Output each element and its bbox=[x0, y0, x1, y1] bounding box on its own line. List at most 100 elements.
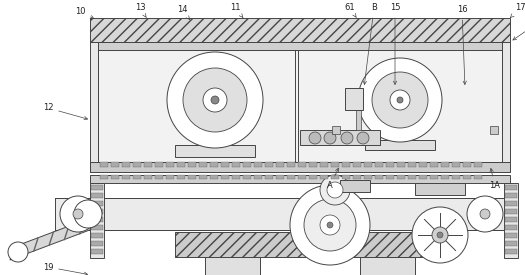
Bar bbox=[177, 162, 185, 167]
Circle shape bbox=[397, 97, 403, 103]
Bar bbox=[331, 175, 339, 179]
Bar bbox=[210, 175, 218, 179]
Bar bbox=[298, 175, 306, 179]
Bar bbox=[188, 175, 196, 179]
Bar bbox=[232, 175, 240, 179]
Bar bbox=[90, 42, 98, 172]
Bar bbox=[375, 175, 383, 179]
Text: 19: 19 bbox=[43, 263, 88, 275]
Circle shape bbox=[60, 196, 96, 232]
Bar bbox=[243, 162, 251, 167]
Circle shape bbox=[290, 185, 370, 265]
Bar bbox=[199, 175, 207, 179]
Bar bbox=[91, 225, 103, 230]
Text: E: E bbox=[0, 274, 1, 275]
Bar bbox=[505, 185, 517, 190]
Bar bbox=[243, 175, 251, 179]
Bar bbox=[166, 162, 174, 167]
Circle shape bbox=[432, 227, 448, 243]
Bar bbox=[91, 201, 103, 206]
Bar bbox=[342, 162, 350, 167]
Circle shape bbox=[358, 58, 442, 142]
Bar bbox=[175, 145, 255, 157]
Circle shape bbox=[74, 200, 102, 228]
Text: 16: 16 bbox=[457, 6, 467, 84]
Bar bbox=[221, 175, 229, 179]
Text: 13: 13 bbox=[135, 4, 146, 18]
Circle shape bbox=[341, 132, 353, 144]
Bar bbox=[91, 249, 103, 254]
Bar bbox=[430, 162, 438, 167]
Bar bbox=[111, 175, 119, 179]
Circle shape bbox=[390, 90, 410, 110]
Bar bbox=[345, 88, 363, 110]
Bar bbox=[505, 241, 517, 246]
Circle shape bbox=[8, 242, 28, 262]
Bar bbox=[55, 198, 505, 230]
Bar bbox=[505, 217, 517, 222]
Text: 1A: 1A bbox=[489, 169, 500, 191]
Bar bbox=[91, 185, 103, 190]
Bar bbox=[441, 175, 449, 179]
Circle shape bbox=[309, 132, 321, 144]
Bar bbox=[210, 162, 218, 167]
Bar bbox=[221, 162, 229, 167]
Bar bbox=[90, 162, 510, 172]
Bar bbox=[155, 162, 163, 167]
Circle shape bbox=[327, 182, 343, 198]
Bar bbox=[90, 183, 104, 258]
Circle shape bbox=[304, 199, 356, 251]
Bar bbox=[91, 209, 103, 214]
Circle shape bbox=[73, 209, 83, 219]
Bar bbox=[155, 175, 163, 179]
Bar bbox=[397, 175, 405, 179]
Bar bbox=[332, 126, 340, 134]
Circle shape bbox=[327, 222, 333, 228]
Bar bbox=[342, 175, 350, 179]
Bar bbox=[353, 175, 361, 179]
Bar bbox=[504, 183, 518, 258]
Circle shape bbox=[372, 72, 428, 128]
Text: A: A bbox=[327, 168, 339, 191]
Bar bbox=[133, 175, 141, 179]
Bar bbox=[331, 162, 339, 167]
Text: 11: 11 bbox=[230, 4, 243, 18]
Bar bbox=[364, 175, 372, 179]
Bar bbox=[505, 193, 517, 198]
Circle shape bbox=[437, 232, 443, 238]
Bar bbox=[360, 257, 415, 275]
Bar bbox=[298, 162, 306, 167]
Bar bbox=[419, 175, 427, 179]
Text: 10: 10 bbox=[75, 7, 94, 19]
Bar bbox=[474, 175, 482, 179]
Bar bbox=[463, 162, 471, 167]
Bar bbox=[122, 175, 130, 179]
Bar bbox=[199, 162, 207, 167]
Bar bbox=[452, 162, 460, 167]
Text: 17: 17 bbox=[510, 4, 525, 18]
Bar bbox=[365, 140, 435, 150]
Bar bbox=[320, 162, 328, 167]
Text: 20: 20 bbox=[0, 274, 1, 275]
Bar bbox=[98, 50, 502, 162]
Bar bbox=[91, 233, 103, 238]
Bar bbox=[300, 130, 380, 145]
Bar bbox=[111, 162, 119, 167]
Bar bbox=[505, 249, 517, 254]
Bar bbox=[408, 175, 416, 179]
Circle shape bbox=[320, 175, 350, 205]
Bar bbox=[232, 162, 240, 167]
Bar bbox=[254, 175, 262, 179]
Circle shape bbox=[480, 209, 490, 219]
Circle shape bbox=[324, 132, 336, 144]
Bar bbox=[177, 175, 185, 179]
Bar bbox=[505, 225, 517, 230]
Text: 12: 12 bbox=[43, 103, 88, 120]
Polygon shape bbox=[10, 215, 99, 260]
Circle shape bbox=[167, 52, 263, 148]
Bar bbox=[430, 175, 438, 179]
Circle shape bbox=[211, 96, 219, 104]
Bar bbox=[100, 175, 108, 179]
Circle shape bbox=[320, 215, 340, 235]
Bar bbox=[505, 209, 517, 214]
